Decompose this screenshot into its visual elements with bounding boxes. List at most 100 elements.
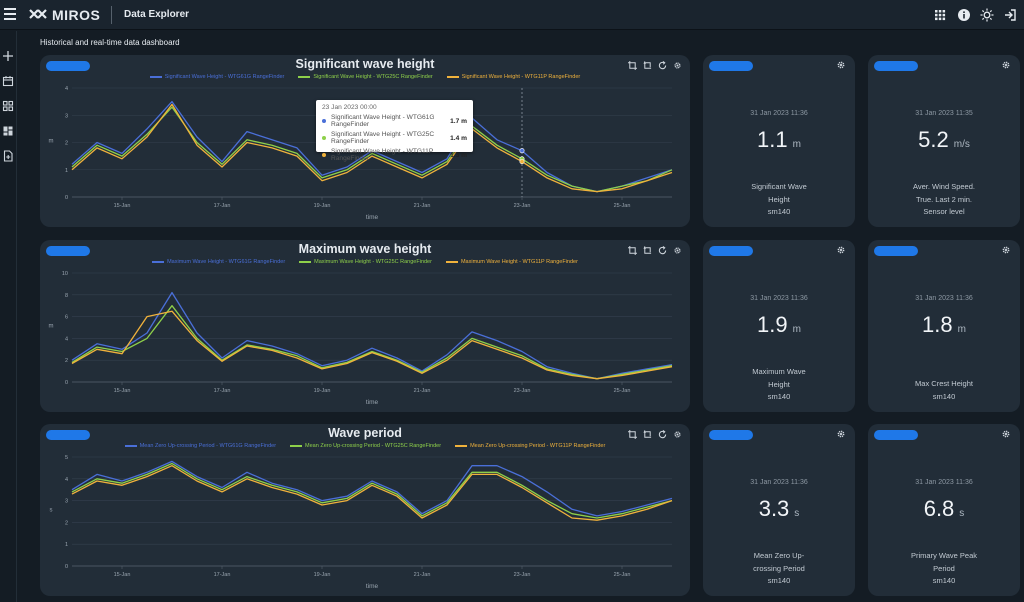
series-line xyxy=(71,305,673,380)
settings-gear-icon[interactable] xyxy=(673,246,682,255)
legend-swatch xyxy=(446,76,459,78)
page-subtitle: Historical and real-time data dashboard xyxy=(40,38,180,47)
dashboard-icon[interactable] xyxy=(2,125,14,137)
kpi-label-line: sm140 xyxy=(932,391,956,401)
x-tick-label: 17-Jan xyxy=(214,203,231,209)
legend-item[interactable]: Significant Wave Height - WTG11P RangeFi… xyxy=(446,74,581,80)
zoom-reset-icon[interactable] xyxy=(643,246,652,255)
legend-item[interactable]: Maximum Wave Height - WTG25C RangeFinder xyxy=(299,259,432,265)
chart-legend: Mean Zero Up-crossing Period - WTG61G Ra… xyxy=(40,443,690,449)
x-tick-label: 25-Jan xyxy=(614,572,631,578)
settings-gear-icon[interactable] xyxy=(836,429,846,439)
kpi-label-line: sm140 xyxy=(767,576,791,585)
y-axis-label: s xyxy=(50,508,53,514)
kpi-number: 6.8 xyxy=(923,496,955,521)
legend-swatch xyxy=(149,76,162,78)
y-tick-label: 5 xyxy=(65,455,68,461)
tooltip-row: Significant Wave Height - WTG11P RangeFi… xyxy=(322,148,467,162)
refresh-icon[interactable] xyxy=(658,430,667,439)
zoom-select-icon[interactable] xyxy=(628,61,637,70)
x-tick-label: 19-Jan xyxy=(314,572,331,578)
legend-label: Significant Wave Height - WTG11P RangeFi… xyxy=(461,74,581,80)
logout-icon[interactable] xyxy=(1003,8,1017,22)
grid-view-icon[interactable] xyxy=(2,100,14,112)
chart-toolbar xyxy=(628,61,682,70)
status-pill[interactable] xyxy=(46,246,90,256)
add-document-icon[interactable] xyxy=(2,150,14,162)
kpi-label: Max Crest Height sm140 xyxy=(876,378,1012,403)
settings-gear-icon[interactable] xyxy=(673,430,682,439)
legend-label: Mean Zero Up-crossing Period - WTG25C Ra… xyxy=(305,443,442,449)
tooltip-date: 23 Jan 2023 00:00 xyxy=(322,104,377,111)
kpi-label-line: Period xyxy=(933,563,955,573)
status-pill[interactable] xyxy=(46,430,90,440)
legend-item[interactable]: Maximum Wave Height - WTG61G RangeFinder xyxy=(152,259,285,265)
legend-item[interactable]: Mean Zero Up-crossing Period - WTG61G Ra… xyxy=(124,443,276,449)
refresh-icon[interactable] xyxy=(658,246,667,255)
status-pill[interactable] xyxy=(874,246,918,256)
tooltip-dot xyxy=(322,136,326,140)
y-tick-label: 0 xyxy=(65,195,68,201)
kpi-value: 1.8 m xyxy=(868,312,1020,338)
status-pill[interactable] xyxy=(709,61,753,71)
y-tick-label: 2 xyxy=(65,358,68,364)
kpi-label-line: sm140 xyxy=(767,392,791,401)
legend-swatch xyxy=(455,445,468,447)
x-axis-label: time xyxy=(366,583,379,590)
settings-gear-icon[interactable] xyxy=(1001,429,1011,439)
settings-gear-icon[interactable] xyxy=(1001,60,1011,70)
status-pill[interactable] xyxy=(709,430,753,440)
chart-legend: Maximum Wave Height - WTG61G RangeFinder… xyxy=(40,259,690,265)
series-line xyxy=(71,291,673,380)
kpi-label-line: sm140 xyxy=(932,576,956,585)
theme-sun-icon[interactable] xyxy=(980,8,994,22)
legend-item[interactable]: Mean Zero Up-crossing Period - WTG25C Ra… xyxy=(290,443,441,449)
legend-item[interactable]: Significant Wave Height - WTG25C RangeFi… xyxy=(298,74,433,80)
kpi-label-line: Sensor level xyxy=(923,207,965,216)
status-pill[interactable] xyxy=(874,61,918,71)
info-icon[interactable] xyxy=(957,8,971,22)
kpi-label: Primary Wave Peak Period sm140 xyxy=(876,550,1012,588)
legend-item[interactable]: Significant Wave Height - WTG61G RangeFi… xyxy=(149,74,284,80)
y-axis-label: m xyxy=(49,139,54,145)
kpi-unit: m xyxy=(792,139,801,150)
tooltip-series: Significant Wave Height - WTG11P RangeFi… xyxy=(331,148,434,162)
calendar-icon[interactable] xyxy=(2,75,14,87)
legend-item[interactable]: Mean Zero Up-crossing Period - WTG11P Ra… xyxy=(455,443,605,449)
brand-logo[interactable]: MIROS xyxy=(28,5,100,25)
menu-icon[interactable] xyxy=(4,8,16,22)
series-line xyxy=(71,310,673,380)
apps-grid-icon[interactable] xyxy=(933,8,947,22)
kpi-card-mean-zero-upcrossing-period: 31 Jan 2023 11:36 3.3 s Mean Zero Up- cro… xyxy=(703,424,855,596)
kpi-card-maximum-wave-height: 31 Jan 2023 11:36 1.9 m Maximum Wave Heig… xyxy=(703,240,855,412)
x-tick-label: 19-Jan xyxy=(314,388,331,394)
zoom-select-icon[interactable] xyxy=(628,246,637,255)
kpi-label-line: Maximum Wave xyxy=(752,367,806,376)
zoom-reset-icon[interactable] xyxy=(643,61,652,70)
settings-gear-icon[interactable] xyxy=(836,245,846,255)
zoom-select-icon[interactable] xyxy=(628,430,637,439)
kpi-timestamp: 31 Jan 2023 11:36 xyxy=(915,295,973,302)
series-line xyxy=(71,103,673,193)
y-tick-label: 2 xyxy=(65,520,68,526)
zoom-reset-icon[interactable] xyxy=(643,430,652,439)
line-chart[interactable]: 0 1 2 3 4 5 s 15-Jan 17-Jan 19-Jan 21-Jan 23-Jan 25-… xyxy=(40,424,690,596)
settings-gear-icon[interactable] xyxy=(836,60,846,70)
status-pill[interactable] xyxy=(874,430,918,440)
legend-item[interactable]: Maximum Wave Height - WTG11P RangeFinder xyxy=(445,259,578,265)
settings-gear-icon[interactable] xyxy=(673,61,682,70)
tooltip-dot xyxy=(322,153,326,157)
y-tick-label: 10 xyxy=(62,271,68,277)
add-icon[interactable] xyxy=(2,50,14,62)
kpi-number: 1.1 xyxy=(757,127,788,152)
tooltip-row: Significant Wave Height - WTG25C RangeFi… xyxy=(322,131,467,145)
y-tick-label: 6 xyxy=(65,315,68,321)
status-pill[interactable] xyxy=(46,61,90,71)
status-pill[interactable] xyxy=(709,246,753,256)
chart-title: Maximum wave height xyxy=(298,242,432,256)
x-axis-label: time xyxy=(366,214,379,221)
refresh-icon[interactable] xyxy=(658,61,667,70)
tooltip-dot xyxy=(322,119,326,123)
settings-gear-icon[interactable] xyxy=(1001,245,1011,255)
line-chart[interactable]: 0 2 4 6 8 10 m 15-Jan 17-Jan 19-Jan 21-Jan 23-Jan 25… xyxy=(40,240,690,412)
